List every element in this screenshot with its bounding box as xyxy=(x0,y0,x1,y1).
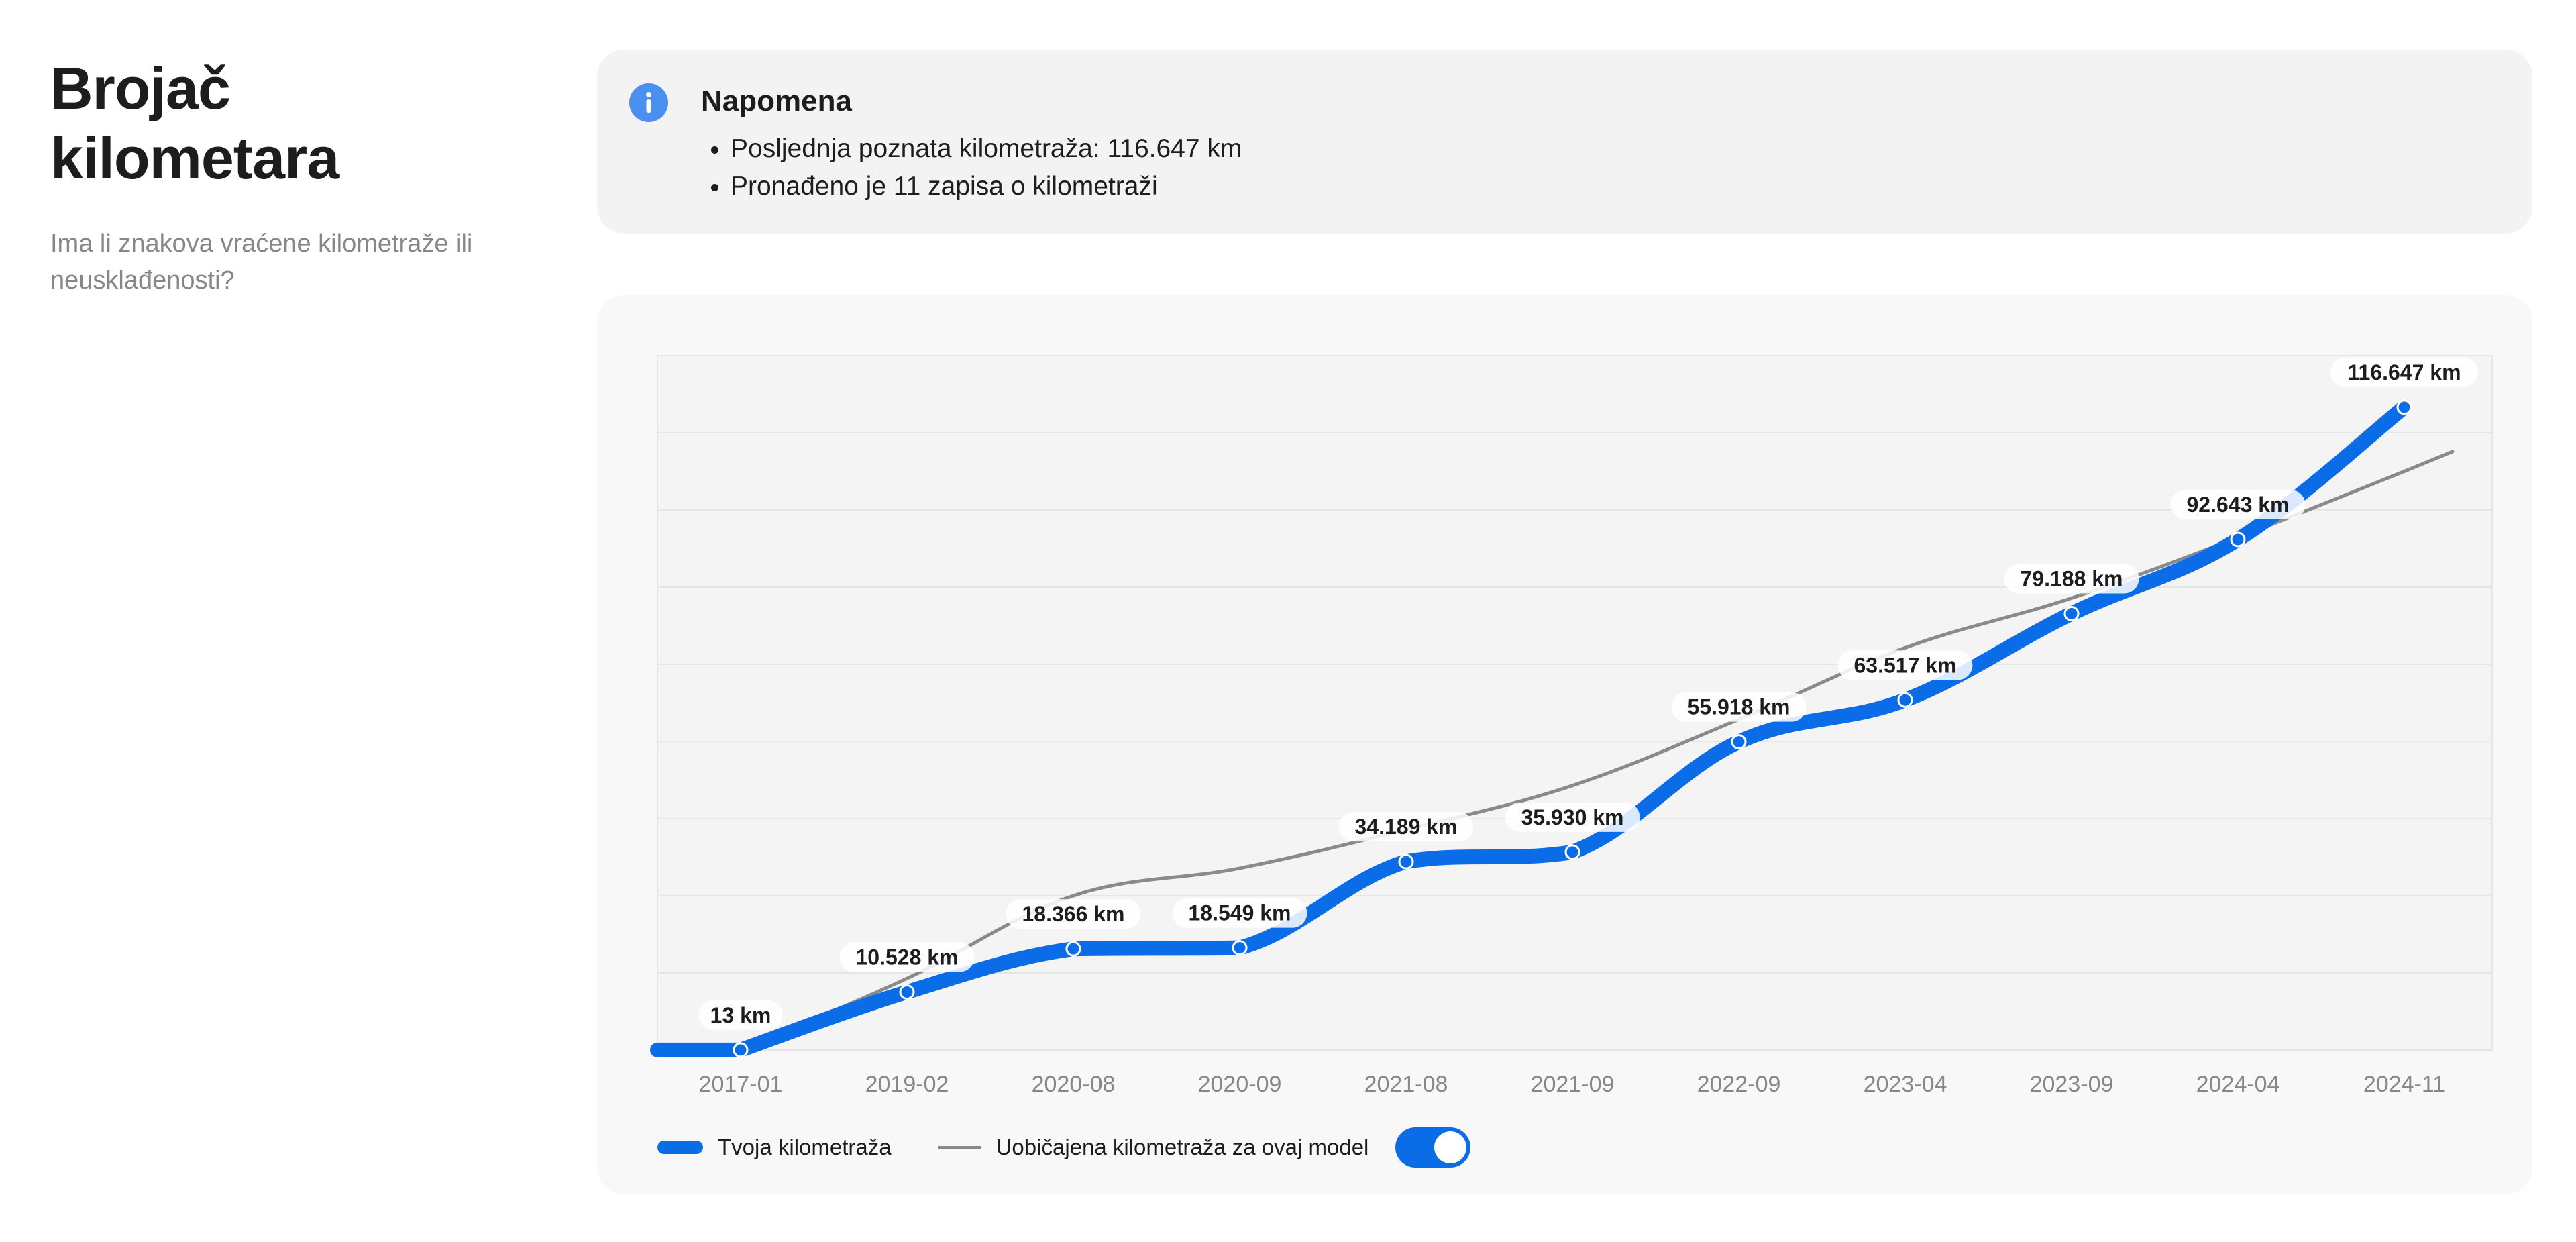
note-item: Posljednja poznata kilometraža: 116.647 … xyxy=(731,130,1242,168)
toggle-knob xyxy=(1434,1131,1467,1163)
note-card: Napomena Posljednja poznata kilometraža:… xyxy=(597,50,2532,234)
legend-item-mileage: Tvoja kilometraža xyxy=(657,1135,892,1160)
data-label-bg xyxy=(2004,564,2139,594)
data-label-bg xyxy=(2330,357,2478,387)
data-point xyxy=(1731,734,1747,750)
header-section: Brojač kilometara Ima li znakova vraćene… xyxy=(50,54,533,299)
x-tick-label: 2024-11 xyxy=(2363,1072,2445,1097)
data-label: 10.528 km xyxy=(855,945,958,970)
x-tick-label: 2017-01 xyxy=(699,1072,783,1097)
page-subtitle: Ima li znakova vraćene kilometraže ili n… xyxy=(50,229,473,295)
legend-label-mileage: Tvoja kilometraža xyxy=(718,1135,892,1159)
note-list: Posljednja poznata kilometraža: 116.647 … xyxy=(701,130,1242,205)
data-point xyxy=(2396,399,2412,415)
x-tick-label: 2020-09 xyxy=(1198,1072,1282,1097)
data-label-bg xyxy=(839,942,975,972)
x-tick-label: 2022-09 xyxy=(1697,1072,1781,1097)
data-point xyxy=(899,984,915,1000)
note-item: Pronađeno je 11 zapisa o kilometraži xyxy=(731,168,1242,205)
data-label: 55.918 km xyxy=(1687,695,1790,719)
info-icon xyxy=(629,83,668,122)
data-label: 35.930 km xyxy=(1521,805,1623,829)
data-label: 34.189 km xyxy=(1354,815,1457,839)
data-point xyxy=(1065,941,1081,957)
data-label: 18.549 km xyxy=(1188,901,1291,925)
data-point xyxy=(1398,853,1414,870)
data-label-bg xyxy=(1837,650,1973,680)
data-point xyxy=(1232,940,1248,956)
data-label-bg xyxy=(698,1000,783,1030)
x-tick-label: 2024-04 xyxy=(2196,1072,2280,1097)
data-label: 18.366 km xyxy=(1022,902,1124,926)
x-tick-label: 2023-04 xyxy=(1864,1072,1947,1097)
chart-card: 13 km 10.528 km 18.366 km 18.549 km 34.189 k… xyxy=(597,295,2532,1194)
data-point xyxy=(1564,844,1580,860)
data-label-bg xyxy=(1671,692,1807,722)
legend-label-reference: Uobičajena kilometraža za ovaj model xyxy=(996,1135,1369,1159)
data-label-bg xyxy=(2170,490,2306,520)
legend-swatch-reference xyxy=(938,1146,981,1149)
plot-area xyxy=(657,355,2493,1051)
data-label-bg xyxy=(1505,802,1640,832)
data-label: 79.188 km xyxy=(2020,567,2123,591)
data-label-bg xyxy=(1172,898,1307,928)
data-point xyxy=(733,1042,749,1058)
data-point xyxy=(2063,606,2080,622)
data-label-bg xyxy=(1006,899,1141,929)
data-label-bg xyxy=(1338,812,1474,842)
data-label: 63.517 km xyxy=(1854,653,1956,677)
x-tick-label: 2020-08 xyxy=(1032,1072,1116,1097)
data-point xyxy=(2230,531,2246,548)
x-tick-label: 2021-09 xyxy=(1531,1072,1615,1097)
page-title: Brojač kilometara xyxy=(50,55,339,191)
chart-legend: Tvoja kilometraža Uobičajena kilometraža… xyxy=(657,1127,1471,1168)
note-title: Napomena xyxy=(701,85,852,117)
legend-item-reference: Uobičajena kilometraža za ovaj model xyxy=(938,1135,1369,1160)
x-tick-label: 2021-08 xyxy=(1364,1072,1448,1097)
data-point xyxy=(1897,692,1913,708)
data-label: 13 km xyxy=(710,1003,771,1027)
reference-line-toggle[interactable] xyxy=(1395,1127,1471,1168)
x-tick-label: 2019-02 xyxy=(865,1072,949,1097)
x-tick-label: 2023-09 xyxy=(2030,1072,2114,1097)
mileage-chart: 13 km 10.528 km 18.366 km 18.549 km 34.189 k… xyxy=(650,355,2493,1097)
data-label: 116.647 km xyxy=(2347,360,2461,384)
data-label: 92.643 km xyxy=(2186,493,2289,517)
legend-swatch-mileage xyxy=(657,1141,703,1154)
